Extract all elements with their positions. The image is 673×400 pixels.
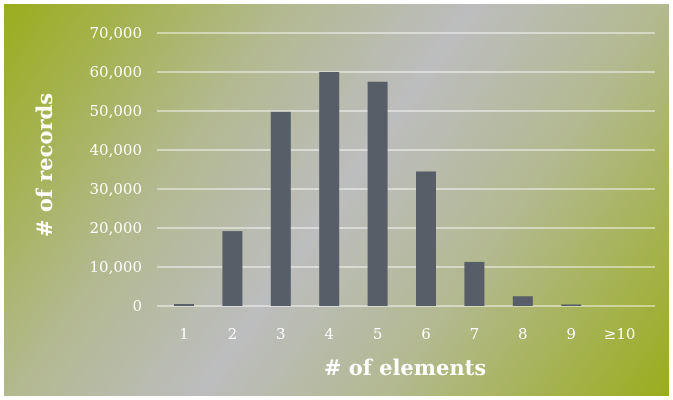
y-tick-label: 70,000 — [90, 24, 143, 42]
bar-5 — [367, 81, 388, 306]
y-tick-labels: 0 10,000 20,000 30,000 40,000 50,000 60,000 70,… — [90, 24, 143, 315]
bar-9 — [561, 304, 582, 306]
bar-2 — [222, 231, 243, 306]
x-tick-label: 9 — [566, 325, 576, 343]
x-axis-title: # of elements — [324, 355, 486, 380]
bar-4 — [319, 72, 340, 306]
x-tick-label: 3 — [276, 325, 286, 343]
y-tick-label: 0 — [132, 297, 142, 315]
x-tick-label: 2 — [228, 325, 238, 343]
x-tick-labels: 1 2 3 4 5 6 7 8 9 ≥10 — [179, 325, 635, 343]
x-tick-label: 5 — [373, 325, 383, 343]
bar-7 — [464, 261, 485, 306]
y-tick-label: 50,000 — [90, 102, 143, 120]
y-tick-label: 10,000 — [90, 258, 143, 276]
x-tick-label: 1 — [179, 325, 189, 343]
x-tick-label: 6 — [421, 325, 431, 343]
bar-8 — [512, 296, 533, 306]
x-tick-label: 8 — [518, 325, 528, 343]
bar-1 — [174, 304, 194, 306]
y-axis-title: # of records — [32, 93, 57, 237]
bar-3 — [270, 111, 291, 306]
y-tick-label: 20,000 — [90, 219, 143, 237]
y-tick-label: 40,000 — [90, 141, 143, 159]
x-tick-label: ≥10 — [604, 325, 636, 343]
x-tick-label: 7 — [470, 325, 480, 343]
x-tick-label: 4 — [324, 325, 334, 343]
y-tick-label: 60,000 — [90, 63, 143, 81]
y-tick-label: 30,000 — [90, 180, 143, 198]
bar-6 — [416, 171, 436, 306]
bars — [174, 72, 582, 306]
